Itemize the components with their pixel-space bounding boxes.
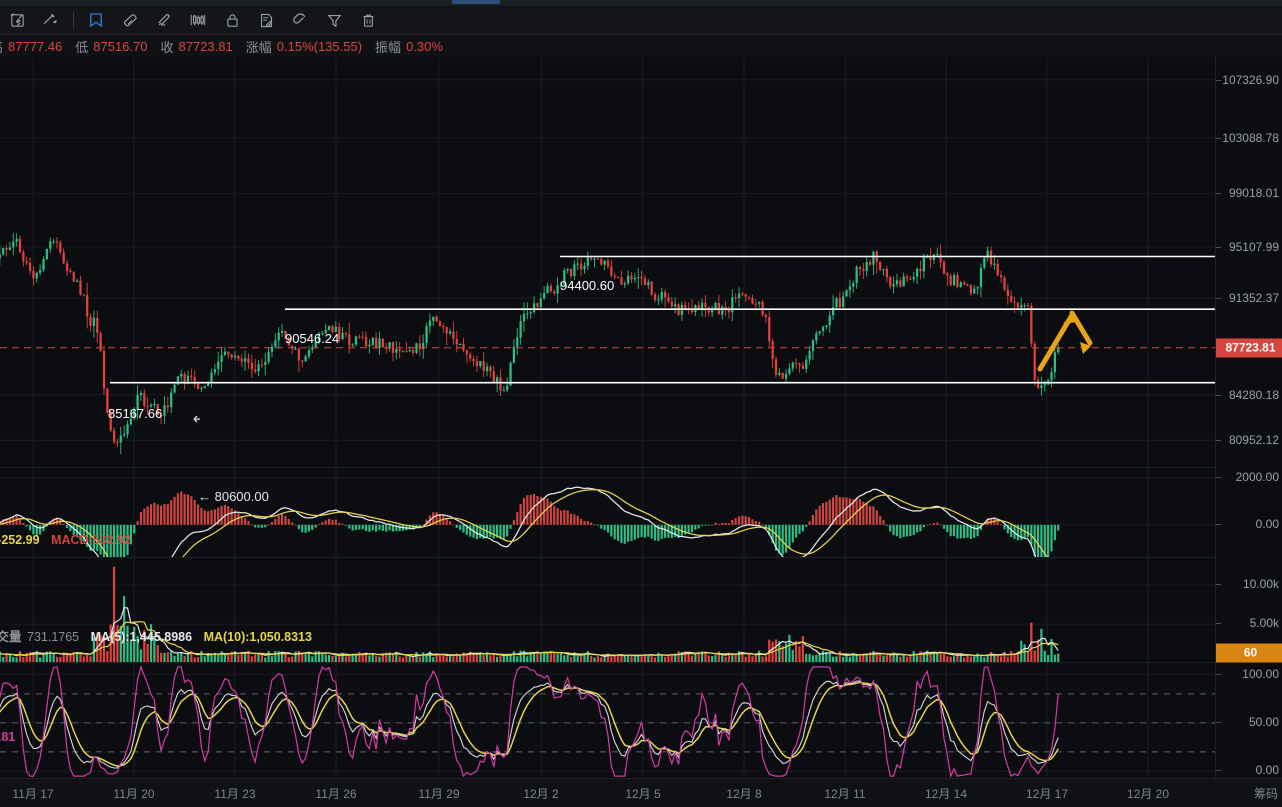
info-close-value: 87723.81 xyxy=(178,38,233,54)
rsi-axis-label: 50.00 xyxy=(1248,714,1279,729)
price-axis-tick xyxy=(1216,298,1221,300)
time-axis-label: 12月 11 xyxy=(824,787,866,801)
price-axis-label: 107326.90 xyxy=(1222,72,1279,87)
macd-dea-value: A:-252.99 xyxy=(0,533,40,547)
active-tab-indicator[interactable] xyxy=(452,0,500,4)
rsi-axis-tick xyxy=(1216,770,1221,772)
ohlc-info-bar: 高 87777.46 低 87516.70 收 87723.81 涨幅 0.15… xyxy=(0,35,1282,57)
price-pane[interactable] xyxy=(0,57,1215,467)
info-amplitude-value: 0.30% xyxy=(406,38,443,54)
rsi-axis-tick xyxy=(1216,673,1221,675)
time-axis-label: 12月 14 xyxy=(924,787,968,801)
price-axis-label: 99018.01 xyxy=(1228,186,1279,201)
volume-value: 731.1765 xyxy=(27,630,80,644)
price-axis-label: 95107.99 xyxy=(1228,239,1279,254)
macd-value: MACD:532.92 xyxy=(51,533,131,547)
level-label-85167: 85167.66 xyxy=(108,406,163,421)
time-axis-label: 11月 29 xyxy=(418,787,460,801)
info-close-label: 收 xyxy=(160,39,174,55)
volume-highlight-badge[interactable]: 60 xyxy=(1216,643,1282,663)
time-axis-label: 12月 20 xyxy=(1126,787,1170,801)
info-change-label: 涨幅 xyxy=(245,39,272,55)
rsi-axis-tick xyxy=(1216,721,1221,723)
candle-measure-icon[interactable] xyxy=(181,7,215,33)
rsi-pane[interactable] xyxy=(0,662,1215,779)
info-change: 涨幅 0.15%(135.55) xyxy=(242,37,362,56)
price-axis-label: 80952.12 xyxy=(1228,433,1279,448)
filter-icon[interactable] xyxy=(317,7,351,33)
time-axis-label: 12月 2 xyxy=(523,787,559,801)
price-axis-tick xyxy=(1216,246,1221,248)
price-axis-tick xyxy=(1216,137,1221,139)
macd-axis-tick xyxy=(1216,523,1221,525)
level-label-94400: 94400.60 xyxy=(560,278,615,293)
volume-axis-label: 10.00k xyxy=(1242,577,1279,592)
time-axis[interactable]: 筹码 11月 17 11月 20 11月 23 11月 26 11月 29 12月 2 12… xyxy=(0,778,1282,807)
rsi-value: 79.81 xyxy=(0,730,16,744)
rsi-axis-label: 0.00 xyxy=(1255,763,1279,778)
time-axis-label: 11月 26 xyxy=(315,787,357,801)
toolbar-separator xyxy=(73,11,74,29)
volume-pane[interactable] xyxy=(0,557,1215,663)
time-axis-label: 11月 20 xyxy=(113,787,155,801)
price-axis-tick xyxy=(1216,440,1221,442)
volume-title: 成交量 xyxy=(0,630,22,644)
price-axis-tick xyxy=(1216,79,1221,81)
bookmark-icon[interactable] xyxy=(79,7,113,33)
volume-axis-label: 5.00k xyxy=(1249,616,1279,631)
info-amplitude-label: 振幅 xyxy=(375,39,402,55)
info-high: 高 87777.46 xyxy=(0,37,62,56)
volume-legend: 成交量 731.1765 MA(5):1,445.8986 MA(10):1,0… xyxy=(0,626,320,645)
pen-icon[interactable] xyxy=(147,7,181,33)
lock-icon[interactable] xyxy=(215,7,249,33)
note-edit-icon[interactable] xyxy=(249,7,283,33)
info-change-value: 0.15%(135.55) xyxy=(276,38,363,54)
chip-distribution-button[interactable]: 筹码 xyxy=(1253,787,1278,801)
time-axis-label: 11月 17 xyxy=(12,787,54,801)
magnet-icon[interactable] xyxy=(34,7,68,33)
price-axis-label: 103088.78 xyxy=(1222,130,1279,145)
price-axis-tick xyxy=(1216,394,1221,396)
chart-plot-area[interactable]: 94400.60 90546.24 85167.66 ← 80600.00 A:… xyxy=(0,57,1282,779)
price-axis-label: 91352.37 xyxy=(1228,291,1279,306)
macd-legend: A:-252.99 MACD:532.92 xyxy=(0,533,139,547)
info-high-label: 高 xyxy=(0,37,3,56)
rsi-axis-label: 100.00 xyxy=(1242,666,1279,681)
time-axis-label: 12月 5 xyxy=(625,787,661,801)
time-axis-label: 12月 17 xyxy=(1025,787,1069,801)
magnet-attach-icon[interactable] xyxy=(283,7,317,33)
time-axis-label: 12月 8 xyxy=(726,787,762,801)
rsi-legend: 79.81 xyxy=(0,730,23,744)
info-low-value: 87516.70 xyxy=(93,38,148,54)
info-amplitude: 振幅 0.30% xyxy=(371,37,443,56)
sync-drawing-icon[interactable] xyxy=(0,7,34,33)
trash-icon[interactable] xyxy=(351,7,385,33)
info-low: 低 87516.70 xyxy=(71,37,147,56)
info-low-label: 低 xyxy=(75,39,89,55)
volume-ma5-value: MA(5):1,445.8986 xyxy=(90,630,193,644)
volume-axis-tick xyxy=(1216,623,1221,625)
price-axis-label: 84280.18 xyxy=(1228,387,1279,402)
eraser-icon[interactable] xyxy=(113,7,147,33)
price-axis[interactable]: 107326.90 103088.78 99018.01 95107.99 91352.… xyxy=(1215,57,1282,778)
drawing-toolbar xyxy=(0,6,1282,35)
window-title-strip xyxy=(0,0,1282,6)
level-label-90546: 90546.24 xyxy=(285,331,340,346)
volume-axis-tick xyxy=(1216,584,1221,586)
macd-pane[interactable] xyxy=(0,467,1215,558)
macd-axis-tick xyxy=(1216,476,1221,478)
info-close: 收 87723.81 xyxy=(157,37,233,56)
current-price-badge[interactable]: 87723.81 xyxy=(1216,338,1282,358)
macd-axis-label: 0.00 xyxy=(1255,516,1279,531)
info-high-value: 87777.46 xyxy=(8,38,63,54)
price-axis-tick xyxy=(1216,193,1221,195)
macd-axis-label: 2000.00 xyxy=(1235,469,1279,484)
volume-ma10-value: MA(10):1,050.8313 xyxy=(203,630,312,644)
time-axis-label: 11月 23 xyxy=(214,787,256,801)
low-marker-label-80600: ← 80600.00 xyxy=(198,489,269,504)
